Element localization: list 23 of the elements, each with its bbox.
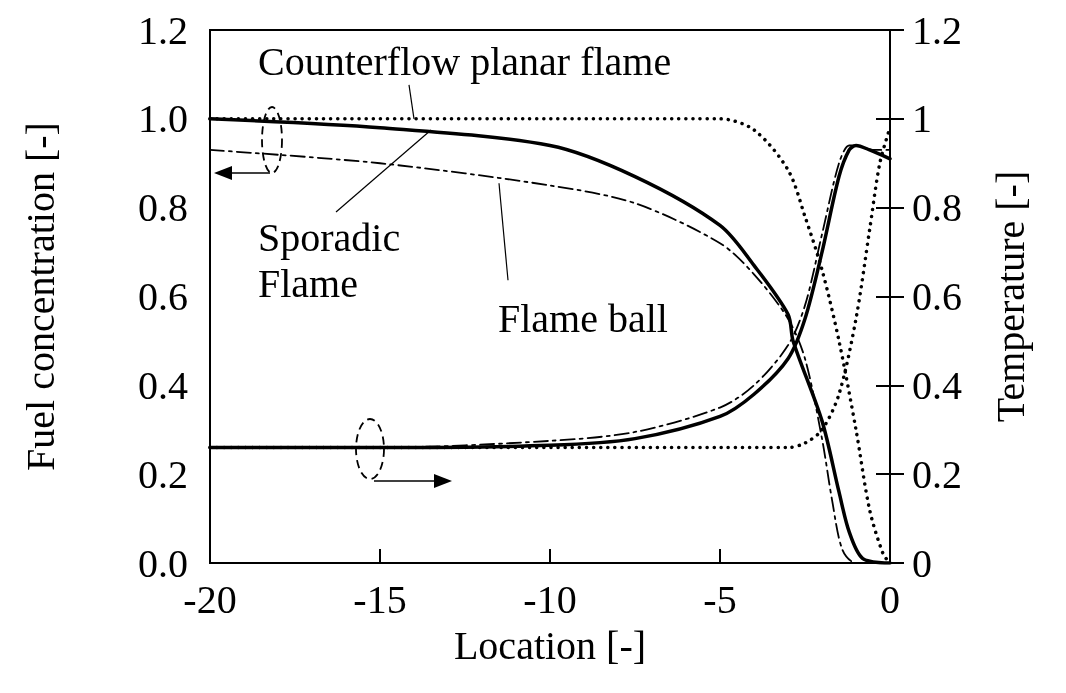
x-tick-label: 0 xyxy=(880,576,900,622)
x-axis-title: Location [-] xyxy=(453,622,647,668)
y2-tick-label: 0.2 xyxy=(912,451,962,497)
y2-tick-label: 0.8 xyxy=(912,185,962,231)
x-tick-label: -5 xyxy=(703,576,737,622)
x-tick-label: -15 xyxy=(353,576,407,622)
y2-tick-label: 0.6 xyxy=(912,274,962,319)
y2-tick-label: 0 xyxy=(912,540,932,586)
y-tick-label: 1.0 xyxy=(138,96,188,142)
y-tick-label: 0.2 xyxy=(138,451,188,497)
y2-tick-label: 0.4 xyxy=(912,362,962,408)
y2-axis-title: Temperature [-] xyxy=(987,170,1033,423)
annotation: Flame ball xyxy=(498,295,668,341)
annotation: Sporadic Flame xyxy=(258,215,401,307)
y-tick-label: 0.6 xyxy=(138,274,188,319)
y-axis-title: Fuel concentration [-] xyxy=(17,122,63,471)
x-tick-label: -10 xyxy=(523,576,577,622)
y-tick-label: 1.2 xyxy=(138,7,188,53)
y-tick-label: 0.4 xyxy=(138,362,188,408)
y2-tick-label: 1.2 xyxy=(912,7,962,53)
annotation: Counterflow planar flame xyxy=(258,39,672,85)
y-tick-label: 0.8 xyxy=(138,185,188,231)
y2-tick-label: 1 xyxy=(912,96,932,142)
